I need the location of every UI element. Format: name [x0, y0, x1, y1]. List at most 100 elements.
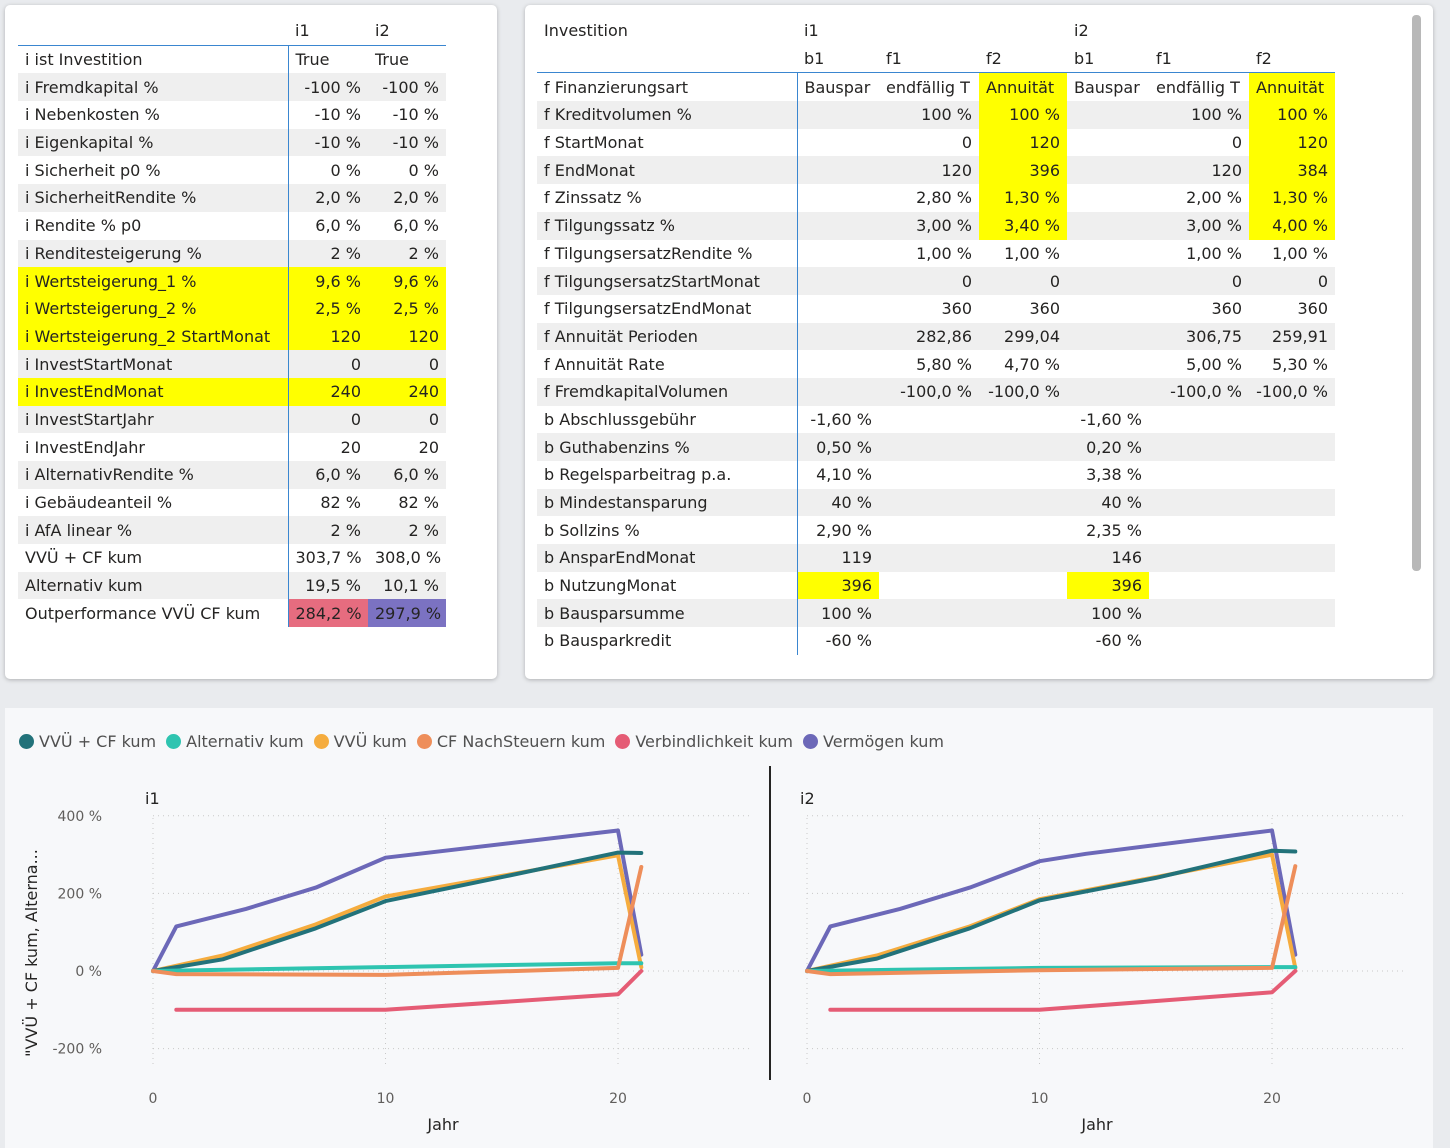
cell-value: endfällig T [886, 77, 970, 97]
cell-value [1249, 627, 1335, 655]
row-label: f EndMonat [537, 156, 798, 185]
table-row: i ist Investition True True [18, 45, 446, 74]
series-line[interactable] [151, 865, 644, 977]
table-row: i AlternativRendite % 6,0 % 6,0 % [18, 461, 446, 489]
x-axis-title: Jahr [426, 1115, 459, 1134]
legend-item[interactable]: Vermögen kum [803, 732, 944, 751]
cell-value [1067, 156, 1149, 185]
input-parameters-table: i1 i2 i ist Investition True True i Fremdka… [18, 17, 446, 628]
x-axis-title: Jahr [1080, 1115, 1113, 1134]
table-row: i InvestStartJahr 0 0 [18, 405, 446, 434]
column-subheader[interactable] [537, 44, 797, 74]
series-line[interactable] [805, 828, 1298, 973]
column-header[interactable]: Investition [544, 21, 628, 41]
legend-item[interactable]: CF NachSteuern kum [416, 732, 606, 751]
column-header[interactable]: i1 [804, 21, 819, 41]
legend-label: CF NachSteuern kum [436, 732, 606, 751]
column-header-i2[interactable]: i2 [368, 17, 446, 46]
cell-value: 306,75 [1149, 322, 1249, 351]
legend-item[interactable]: Verbindlichkeit kum [615, 732, 793, 751]
row-label: f TilgungsersatzStartMonat [537, 267, 798, 295]
row-label: VVÜ + CF kum [18, 544, 289, 572]
column-subheader[interactable]: f1 [1149, 44, 1249, 74]
column-subheader[interactable]: f2 [979, 44, 1067, 74]
table-header-row-1: Investition i1 i2 [537, 17, 1335, 45]
column-header-i1[interactable]: i1 [288, 17, 368, 46]
row-label: f Kreditvolumen % [537, 101, 798, 129]
legend-marker-icon [615, 734, 631, 749]
legend-item[interactable]: VVÜ kum [313, 732, 407, 751]
cell-value [797, 240, 879, 268]
cell-value [879, 544, 979, 572]
series-line[interactable] [174, 969, 644, 1012]
column-subheader[interactable]: f2 [1249, 44, 1335, 74]
row-label: b NutzungMonat [537, 571, 798, 600]
cell-value [1249, 433, 1335, 461]
cell-value: 308,0 % [375, 548, 442, 568]
cell-value: 384 [1249, 156, 1335, 185]
row-label: f FremdkapitalVolumen [537, 377, 798, 406]
series-line[interactable] [151, 853, 644, 973]
table-row: Alternativ kum 19,5 % 10,1 % [18, 571, 446, 600]
series-line[interactable] [805, 864, 1298, 977]
column-header[interactable] [1149, 17, 1249, 45]
cell-value: 0 [979, 267, 1067, 295]
cell-value: 0 [1231, 133, 1242, 153]
cell-value: 120 [1149, 156, 1249, 185]
column-header[interactable] [979, 17, 1067, 45]
table-row: i InvestStartMonat 0 0 [18, 350, 446, 378]
legend-item[interactable]: VVÜ + CF kum [19, 732, 156, 751]
table-row: b Bausparkredit -60 % -60 % [537, 627, 1335, 655]
x-tick-label: 0 [803, 1091, 812, 1107]
table-row: f StartMonat 0 120 0 120 [537, 128, 1335, 157]
cell-value: 6,0 % [368, 461, 446, 489]
column-header[interactable] [1249, 17, 1335, 45]
series-line[interactable] [151, 961, 644, 973]
series-line[interactable] [828, 969, 1298, 1012]
table-row: i Eigenkapital % -10 % -10 % [18, 128, 446, 157]
column-subheader[interactable]: f1 [879, 44, 979, 74]
table-row: f Zinssatz % 2,80 % 1,30 % 2,00 % 1,30 % [537, 184, 1335, 212]
column-header[interactable] [879, 17, 979, 45]
x-tick-label: 10 [377, 1091, 395, 1107]
series-line[interactable] [151, 850, 644, 973]
row-label: f TilgungsersatzRendite % [537, 239, 798, 268]
cell-value: 119 [797, 544, 879, 572]
row-label: b Regelsparbeitrag p.a. [537, 461, 798, 489]
cell-value: 299,04 [979, 322, 1067, 351]
cell-value: 1,30 % [1249, 184, 1335, 212]
cell-value [797, 350, 879, 378]
cell-value [979, 544, 1067, 572]
cell-value: 2,0 % [368, 184, 446, 212]
cell-value [1149, 516, 1249, 544]
cell-value [879, 433, 979, 461]
cell-value [797, 267, 879, 295]
x-tick-label: 20 [609, 1091, 627, 1107]
series-line[interactable] [151, 828, 644, 973]
row-label: i Eigenkapital % [18, 128, 289, 157]
cell-value: 0 [288, 405, 368, 434]
cell-value: 100 % [879, 101, 979, 129]
cell-value: 3,00 % [1149, 211, 1249, 240]
cell-value [1149, 461, 1249, 489]
cell-value: 100 % [1249, 101, 1335, 129]
row-label: b Sollzins % [537, 516, 798, 545]
cell-value [797, 295, 879, 323]
column-header[interactable]: i2 [1074, 21, 1089, 41]
cell-value: 6,0 % [393, 216, 439, 236]
cell-value: 100 % [797, 599, 879, 628]
cell-value: -10 % [392, 105, 439, 125]
row-label: f Annuität Rate [537, 350, 798, 378]
table-row: i AfA linear % 2 % 2 % [18, 516, 446, 545]
legend-item[interactable]: Alternativ kum [166, 732, 304, 751]
row-label: i ist Investition [18, 45, 289, 74]
column-subheader[interactable]: b1 [1067, 44, 1149, 74]
column-subheader[interactable]: b1 [797, 44, 879, 74]
cell-value: 0 % [408, 160, 439, 180]
cell-value: 0 % [330, 160, 361, 180]
table-row: i Wertsteigerung_2 % 2,5 % 2,5 % [18, 294, 446, 323]
vertical-scrollbar[interactable] [1412, 15, 1421, 571]
cell-value: 1,00 % [1186, 243, 1242, 263]
column-header[interactable] [18, 17, 288, 46]
series-line[interactable] [805, 848, 1298, 973]
